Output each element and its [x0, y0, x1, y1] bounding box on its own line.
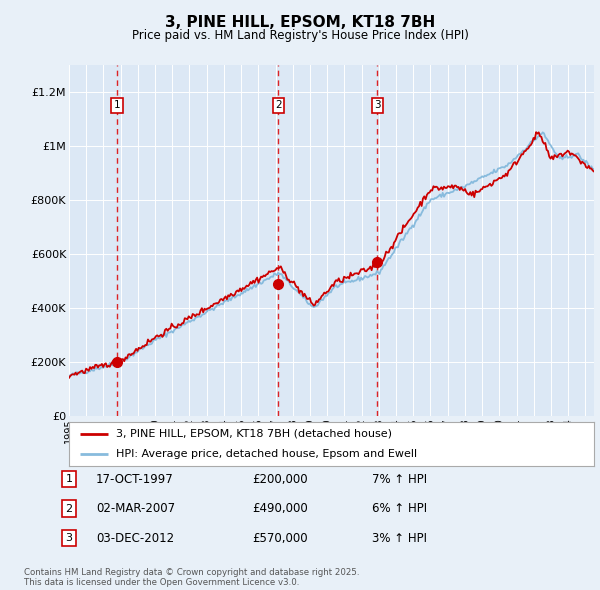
Text: 17-OCT-1997: 17-OCT-1997 — [96, 473, 174, 486]
Text: 3% ↑ HPI: 3% ↑ HPI — [372, 532, 427, 545]
Text: 1: 1 — [114, 100, 121, 110]
Text: Price paid vs. HM Land Registry's House Price Index (HPI): Price paid vs. HM Land Registry's House … — [131, 30, 469, 42]
Text: HPI: Average price, detached house, Epsom and Ewell: HPI: Average price, detached house, Epso… — [116, 449, 418, 459]
Text: £200,000: £200,000 — [252, 473, 308, 486]
Text: 3, PINE HILL, EPSOM, KT18 7BH: 3, PINE HILL, EPSOM, KT18 7BH — [165, 15, 435, 30]
Text: 2: 2 — [275, 100, 282, 110]
Text: 3, PINE HILL, EPSOM, KT18 7BH (detached house): 3, PINE HILL, EPSOM, KT18 7BH (detached … — [116, 429, 392, 439]
Text: 1: 1 — [65, 474, 73, 484]
Text: £490,000: £490,000 — [252, 502, 308, 515]
Text: 02-MAR-2007: 02-MAR-2007 — [96, 502, 175, 515]
Text: 7% ↑ HPI: 7% ↑ HPI — [372, 473, 427, 486]
Text: Contains HM Land Registry data © Crown copyright and database right 2025.
This d: Contains HM Land Registry data © Crown c… — [24, 568, 359, 587]
Text: £570,000: £570,000 — [252, 532, 308, 545]
Text: 03-DEC-2012: 03-DEC-2012 — [96, 532, 174, 545]
Text: 3: 3 — [374, 100, 381, 110]
Text: 3: 3 — [65, 533, 73, 543]
Text: 2: 2 — [65, 504, 73, 513]
Text: 6% ↑ HPI: 6% ↑ HPI — [372, 502, 427, 515]
